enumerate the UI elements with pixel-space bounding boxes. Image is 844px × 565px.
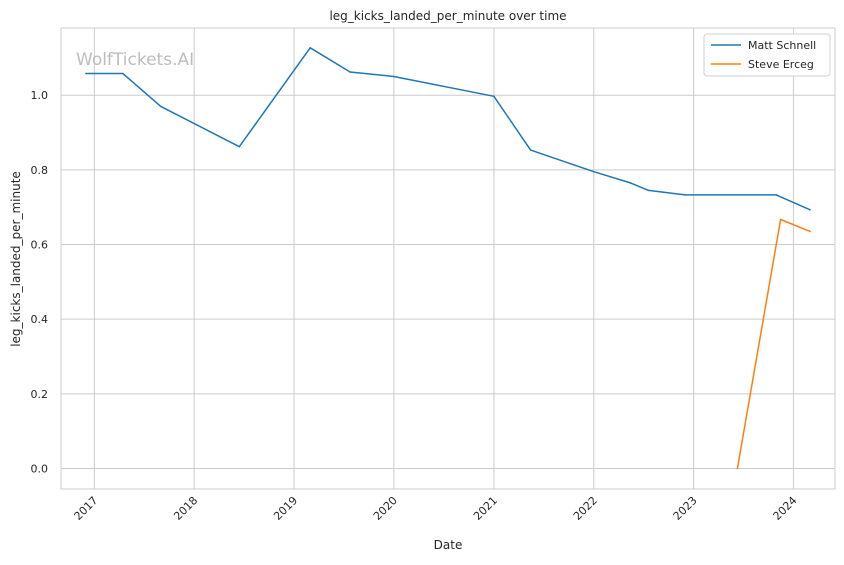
y-tick-label-1: 0.2 <box>31 388 49 401</box>
y-tick-label-2: 0.4 <box>31 313 49 326</box>
legend-label-steve-erceg: Steve Erceg <box>748 58 814 71</box>
y-tick-label-0: 0.0 <box>31 462 49 475</box>
data-point-matt-schnell-11 <box>647 189 650 192</box>
y-tick-label-3: 0.6 <box>31 239 49 252</box>
data-point-matt-schnell-5 <box>349 71 351 73</box>
data-point-matt-schnell-8 <box>529 149 532 151</box>
plot-frame <box>60 27 836 490</box>
grid <box>61 28 835 489</box>
legend: Matt Schnell Steve Erceg <box>703 33 831 77</box>
watermark-text: WolfTickets.AI <box>76 50 194 70</box>
data-point-steve-erceg-2 <box>809 230 811 233</box>
data-point-matt-schnell-10 <box>629 182 632 184</box>
data-point-matt-schnell-0 <box>85 72 87 75</box>
data-point-matt-schnell-1 <box>122 72 124 75</box>
data-point-matt-schnell-7 <box>493 95 495 98</box>
chart-title: leg_kicks_landed_per_minute over time <box>329 9 566 23</box>
x-axis-title: Date <box>434 538 463 552</box>
data-point-matt-schnell-6 <box>393 75 395 78</box>
data-point-steve-erceg-1 <box>779 218 782 221</box>
data-point-matt-schnell-12 <box>684 194 686 196</box>
data-point-matt-schnell-9 <box>592 170 595 173</box>
data-point-matt-schnell-4 <box>309 46 311 49</box>
y-tick-label-4: 0.8 <box>31 164 49 177</box>
data-point-matt-schnell-3 <box>238 145 241 148</box>
y-tick-label-5: 1.0 <box>31 89 49 102</box>
data-point-matt-schnell-13 <box>775 194 777 196</box>
series-lines <box>85 46 811 470</box>
data-point-steve-erceg-0 <box>736 467 739 470</box>
legend-label-matt-schnell: Matt Schnell <box>748 39 816 52</box>
data-point-matt-schnell-2 <box>160 105 162 108</box>
y-axis-title: leg_kicks_landed_per_minute <box>9 171 23 347</box>
data-point-matt-schnell-14 <box>809 208 811 211</box>
